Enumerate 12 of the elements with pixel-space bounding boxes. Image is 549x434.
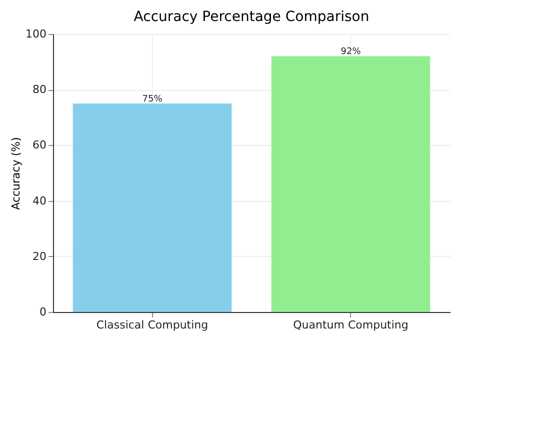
y-tick-label: 100	[26, 28, 46, 40]
x-tick-label: Quantum Computing	[293, 318, 408, 332]
y-tick-label: 0	[40, 306, 46, 318]
y-tick-label: 20	[32, 250, 46, 263]
chart-title: Accuracy Percentage Comparison	[134, 9, 370, 25]
y-axis-title: Accuracy (%)	[10, 137, 23, 210]
x-tick-label: Classical Computing	[96, 318, 208, 332]
y-tick-label: 60	[32, 138, 46, 152]
data-label: 92%	[340, 47, 362, 58]
y-tick-label: 80	[32, 83, 46, 96]
y-tick-label: 40	[32, 194, 46, 208]
data-label: 75%	[142, 94, 163, 104]
